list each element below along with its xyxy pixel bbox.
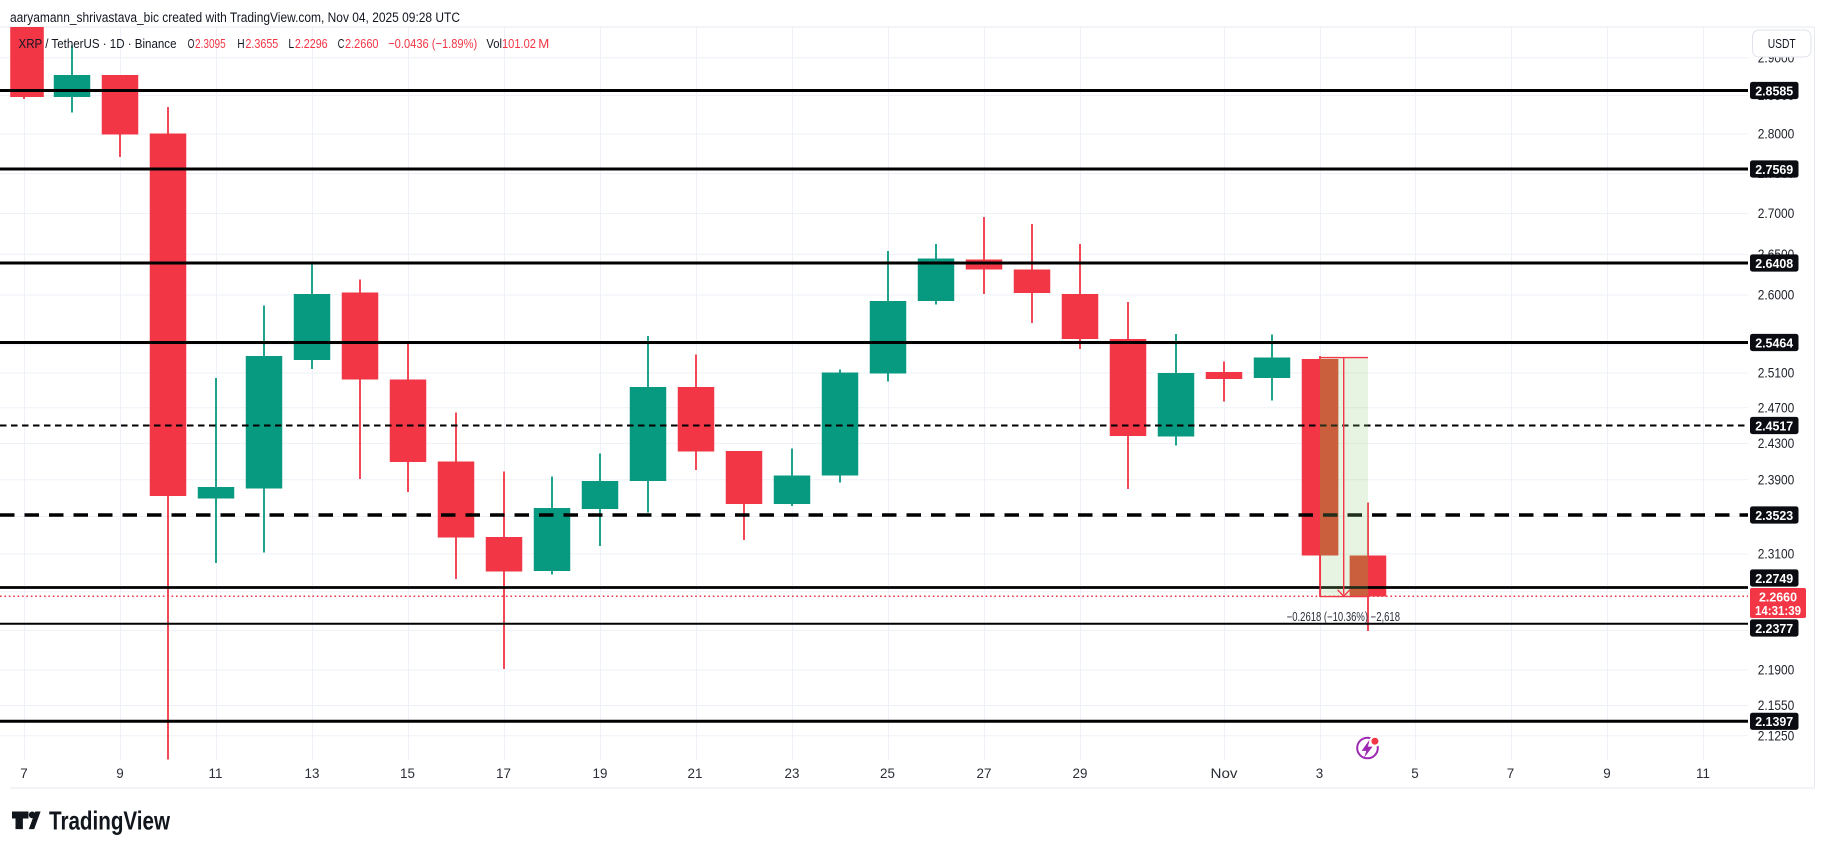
svg-text:9: 9 — [116, 766, 123, 781]
svg-text:5: 5 — [1411, 766, 1418, 781]
svg-text:2.2749: 2.2749 — [1755, 571, 1793, 586]
svg-text:2.1550: 2.1550 — [1758, 698, 1795, 713]
svg-text:19: 19 — [593, 766, 608, 781]
svg-text:2.7000: 2.7000 — [1758, 206, 1795, 221]
svg-text:13: 13 — [305, 766, 320, 781]
svg-text:−0.2618 (−10.36%) −2,618: −0.2618 (−10.36%) −2,618 — [1287, 610, 1400, 624]
svg-text:2.6000: 2.6000 — [1758, 288, 1795, 303]
svg-text:2.7569: 2.7569 — [1755, 162, 1793, 177]
svg-text:Vol: Vol — [486, 36, 502, 51]
svg-text:2.2660: 2.2660 — [345, 36, 379, 51]
svg-text:2.3095: 2.3095 — [195, 36, 226, 51]
svg-text:11: 11 — [1696, 766, 1710, 781]
svg-text:H: H — [237, 36, 244, 51]
svg-text:101.02: 101.02 — [502, 36, 536, 51]
svg-text:2.6408: 2.6408 — [1755, 256, 1793, 271]
svg-text:2.5464: 2.5464 — [1755, 335, 1794, 350]
svg-text:21: 21 — [688, 766, 703, 781]
svg-text:L: L — [288, 36, 294, 51]
svg-text:C: C — [338, 36, 345, 51]
svg-text:2.4300: 2.4300 — [1758, 436, 1795, 451]
svg-text:2.2377: 2.2377 — [1755, 621, 1793, 636]
svg-text:Nov: Nov — [1211, 766, 1238, 781]
svg-text:14:31:39: 14:31:39 — [1755, 603, 1801, 618]
svg-text:2.3655: 2.3655 — [245, 36, 278, 51]
svg-text:TradingView: TradingView — [49, 806, 171, 836]
svg-text:2.5100: 2.5100 — [1758, 366, 1795, 381]
svg-text:2.2296: 2.2296 — [295, 36, 328, 51]
svg-text:M: M — [538, 36, 549, 51]
svg-text:2.3100: 2.3100 — [1758, 547, 1795, 562]
svg-text:2.2660: 2.2660 — [1759, 590, 1797, 605]
svg-text:2.1397: 2.1397 — [1755, 714, 1793, 729]
svg-text:2.8585: 2.8585 — [1755, 83, 1793, 98]
svg-text:XRP / TetherUS · 1D · Binance: XRP / TetherUS · 1D · Binance — [19, 36, 177, 51]
svg-text:2.4700: 2.4700 — [1758, 400, 1795, 415]
svg-text:aaryamann_shrivastava_bic crea: aaryamann_shrivastava_bic created with T… — [10, 10, 460, 26]
svg-text:7: 7 — [1507, 766, 1514, 781]
svg-text:USDT: USDT — [1768, 36, 1796, 51]
svg-text:25: 25 — [880, 766, 895, 781]
svg-text:2.1250: 2.1250 — [1758, 728, 1795, 743]
svg-text:2.1900: 2.1900 — [1758, 663, 1795, 678]
svg-text:7: 7 — [20, 766, 27, 781]
svg-text:29: 29 — [1073, 766, 1088, 781]
svg-text:9: 9 — [1603, 766, 1610, 781]
svg-text:11: 11 — [209, 766, 223, 781]
svg-text:15: 15 — [400, 766, 415, 781]
svg-text:17: 17 — [496, 766, 511, 781]
svg-text:O: O — [188, 36, 195, 51]
svg-text:2.8000: 2.8000 — [1758, 127, 1795, 142]
svg-text:−0.0436 (−1.89%): −0.0436 (−1.89%) — [388, 36, 477, 51]
svg-text:2.3900: 2.3900 — [1758, 472, 1795, 487]
svg-text:23: 23 — [785, 766, 800, 781]
svg-text:3: 3 — [1316, 766, 1323, 781]
svg-text:27: 27 — [977, 766, 992, 781]
svg-text:2.4517: 2.4517 — [1755, 418, 1793, 433]
svg-text:2.3523: 2.3523 — [1755, 508, 1793, 523]
